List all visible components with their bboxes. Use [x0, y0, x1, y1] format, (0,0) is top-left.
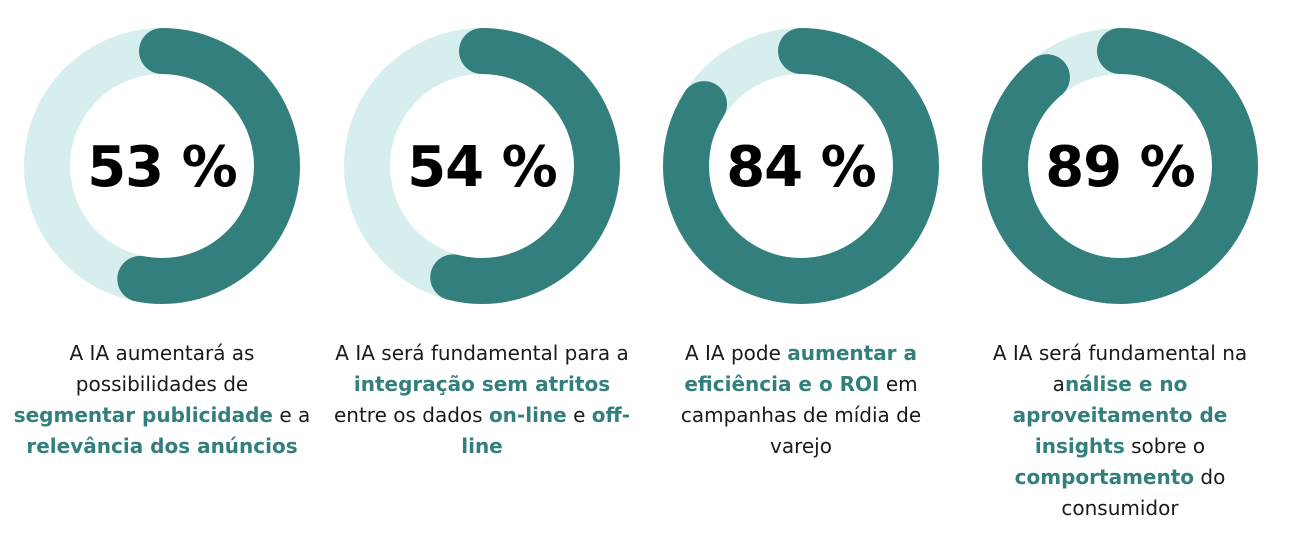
caption-text: entre os dados: [333, 403, 489, 427]
caption-text: em campanhas de mídia de varejo: [680, 372, 922, 458]
caption-text: sobre o: [1124, 434, 1206, 458]
percentage-label-2: 54 %: [407, 135, 558, 200]
caption-highlight: integração sem atritos: [353, 372, 611, 396]
stat-column-2: 54 % A IA será fundamental para a integr…: [332, 0, 632, 543]
caption-text: e a: [273, 403, 311, 427]
donut-arc-2: [344, 28, 620, 304]
caption-highlight: segmentar publicidade: [13, 403, 273, 427]
stat-column-4: 89 % A IA será fundamental na análise e …: [970, 0, 1270, 543]
donut-arc-4: [982, 28, 1258, 304]
caption-text: do consumidor: [1061, 465, 1226, 520]
donut-chart-2: [344, 28, 620, 304]
donut-svg-1: [24, 28, 300, 304]
caption-text: A IA será fundamental para a: [335, 341, 629, 365]
donut-svg-4: [982, 28, 1258, 304]
caption-highlight: comportamento: [1014, 465, 1195, 489]
donut-svg-3: [663, 28, 939, 304]
caption-1: A IA aumentará as possibilidades de segm…: [12, 338, 312, 462]
caption-highlight: off-line: [461, 403, 631, 458]
caption-3: A IA pode aumentar a eficiência e o ROI …: [651, 338, 951, 462]
caption-2: A IA será fundamental para a integração …: [332, 338, 632, 462]
caption-highlight: on-line: [488, 403, 567, 427]
caption-text: A IA aumentará as possibilidades de: [69, 341, 255, 396]
donut-chart-3: [663, 28, 939, 304]
percentage-label-1: 53 %: [87, 135, 238, 200]
caption-text: A IA pode: [684, 341, 788, 365]
stat-column-3: 84 % A IA pode aumentar a eficiência e o…: [651, 0, 951, 543]
percentage-label-4: 89 %: [1045, 135, 1196, 200]
caption-highlight: nálise e no aproveitamento de insights: [1012, 372, 1228, 458]
donut-svg-2: [344, 28, 620, 304]
caption-4: A IA será fundamental na análise e no ap…: [970, 338, 1270, 524]
caption-highlight: relevância dos anúncios: [26, 434, 298, 458]
caption-highlight: aumentar a eficiência e o ROI: [684, 341, 918, 396]
donut-arc-1: [24, 28, 300, 304]
percentage-label-3: 84 %: [726, 135, 877, 200]
donut-chart-1: [24, 28, 300, 304]
donut-arc-3: [663, 28, 939, 304]
caption-text: e: [566, 403, 592, 427]
donut-chart-4: [982, 28, 1258, 304]
stat-column-1: 53 % A IA aumentará as possibilidades de…: [12, 0, 312, 543]
caption-text: A IA será fundamental na a: [992, 341, 1248, 396]
